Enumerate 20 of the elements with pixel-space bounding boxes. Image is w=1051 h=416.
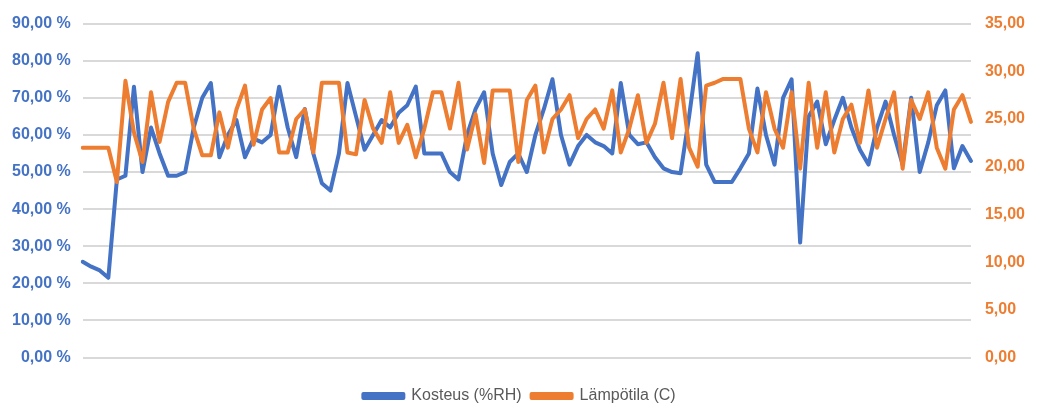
y2-tick-label: 35,00: [984, 14, 1026, 32]
y-tick-label: 90,00 %: [11, 14, 71, 32]
y-tick-label: 70,00 %: [11, 88, 71, 106]
y-tick-label: 20,00 %: [11, 273, 71, 291]
y-tick-label: 30,00 %: [11, 236, 71, 254]
y2-tick-label: 30,00: [984, 61, 1026, 79]
legend-label: Lämpötila (C): [579, 386, 676, 404]
legend-label: Kosteus (%RH): [411, 386, 522, 404]
y-tick-label: 60,00 %: [11, 125, 71, 143]
y-tick-label: 80,00 %: [11, 51, 71, 69]
y2-tick-label: 25,00: [984, 109, 1026, 127]
y2-tick-label: 15,00: [984, 204, 1026, 222]
y2-tick-label: 10,00: [984, 252, 1026, 270]
y-tick-label: 50,00 %: [11, 162, 71, 180]
y-tick-label: 0,00 %: [20, 348, 71, 366]
y2-tick-label: 20,00: [984, 157, 1026, 175]
y2-tick-label: 5,00: [984, 300, 1017, 318]
y2-tick-label: 0,00: [984, 348, 1017, 366]
y-tick-label: 10,00 %: [11, 310, 71, 328]
y-tick-label: 40,00 %: [11, 199, 71, 217]
